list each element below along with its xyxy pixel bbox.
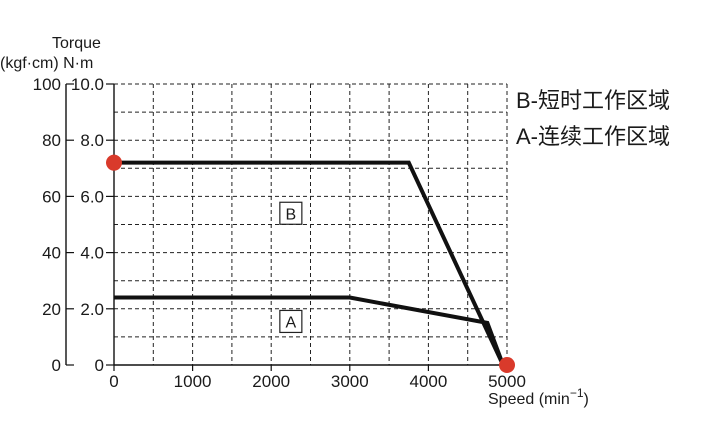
region-label-box-a (279, 309, 303, 334)
series-lines (114, 160, 505, 366)
legend-item-a: A-连续工作区域 (516, 124, 670, 149)
y-axis-title: Torque (52, 35, 101, 52)
y-tick-label-nm: 4.0 (80, 244, 104, 263)
endpoint-marker (499, 357, 515, 373)
y-axis-units: (kgf·cm) N·m (0, 55, 93, 72)
y-tick-label-nm: 10.0 (71, 75, 104, 94)
x-axis-title: Speed (min−1) (488, 386, 589, 408)
legend-item-b: B-短时工作区域 (516, 88, 670, 113)
x-axis-title-exponent: −1 (570, 386, 584, 400)
endpoint-markers (106, 154, 515, 373)
x-axis-title-text: Speed (min (488, 391, 570, 408)
y-tick-label-nm: 6.0 (80, 187, 104, 206)
region-label-a: A (286, 314, 297, 331)
y-tick-label-kgfcm: 100 (33, 75, 61, 94)
labels: Torque (kgf·cm) N·m Speed (min−1) B-短时工作… (0, 35, 670, 408)
y-tick-label-kgfcm: 0 (52, 356, 61, 375)
region-label-box-b (279, 201, 303, 225)
x-tick-label: 2000 (252, 372, 290, 391)
region-label-b: B (286, 206, 297, 223)
y-tick-label-kgfcm: 80 (42, 131, 61, 150)
x-tick-label: 0 (109, 372, 118, 391)
y-tick-label-nm: 2.0 (80, 300, 104, 319)
y-tick-label-kgfcm: 20 (42, 300, 61, 319)
x-tick-label: 4000 (409, 372, 447, 391)
grid-lines (114, 83, 508, 365)
y-tick-label-kgfcm: 60 (42, 187, 61, 206)
series-line-a (114, 295, 505, 366)
endpoint-marker (106, 154, 122, 171)
x-tick-label: 1000 (174, 372, 212, 391)
y-tick-label-kgfcm: 40 (42, 244, 61, 263)
x-tick-label: 3000 (331, 372, 369, 391)
series-line-b (114, 160, 505, 366)
x-tick-label: 5000 (488, 372, 526, 391)
y-tick-label-nm: 8.0 (80, 131, 104, 150)
axes (65, 83, 508, 371)
x-axis-title-close: ) (584, 391, 589, 408)
y-tick-label-nm: 0 (95, 356, 104, 375)
